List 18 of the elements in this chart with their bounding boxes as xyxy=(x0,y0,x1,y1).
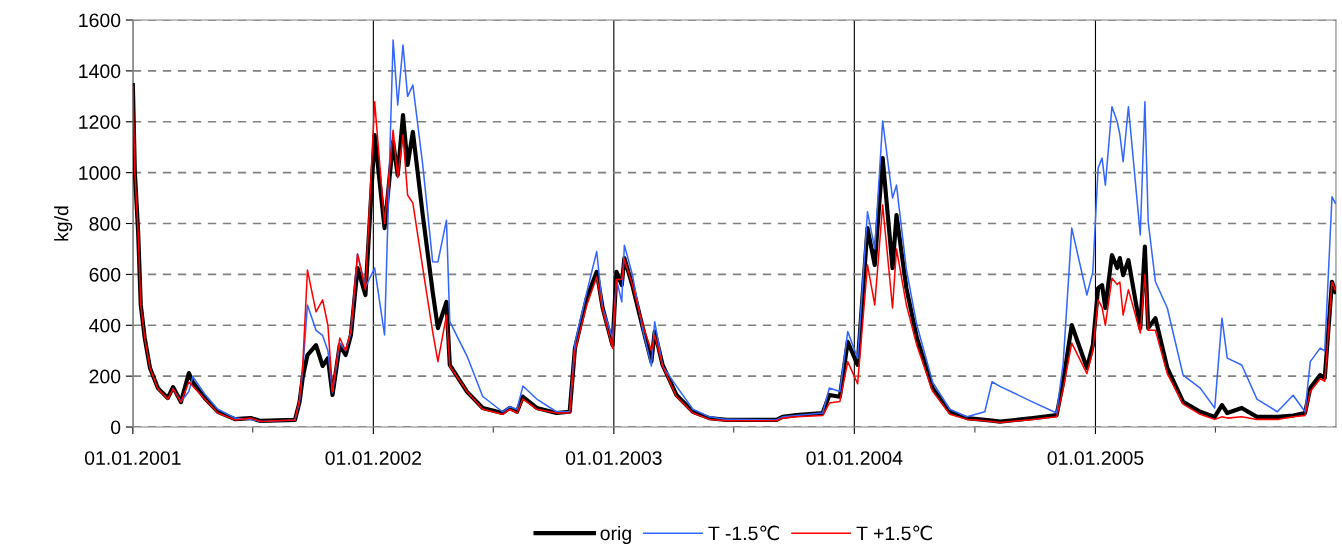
y-tick-label: 200 xyxy=(89,369,121,384)
y-tick-label: 1600 xyxy=(79,13,121,28)
y-axis-title: kg/d xyxy=(54,206,73,241)
legend-label: T +1.5℃ xyxy=(856,525,932,541)
y-tick-label: 0 xyxy=(111,420,121,435)
y-tick-label: 800 xyxy=(89,216,121,231)
x-tick-label: 01.01.2005 xyxy=(1047,451,1144,465)
x-tick-label: 01.01.2004 xyxy=(806,451,903,465)
legend-label: orig xyxy=(600,525,631,545)
x-tick-label: 01.01.2002 xyxy=(325,451,422,465)
y-tick-label: 400 xyxy=(89,318,121,333)
x-tick-label: 01.01.2001 xyxy=(84,451,181,465)
y-tick-label: 1000 xyxy=(79,166,121,180)
legend-label: T -1.5℃ xyxy=(708,525,779,541)
x-tick-label: 01.01.2003 xyxy=(565,451,662,465)
y-tick-label: 1200 xyxy=(79,115,121,130)
y-tick-label: 600 xyxy=(89,267,121,282)
y-tick-label: 1400 xyxy=(79,64,121,79)
